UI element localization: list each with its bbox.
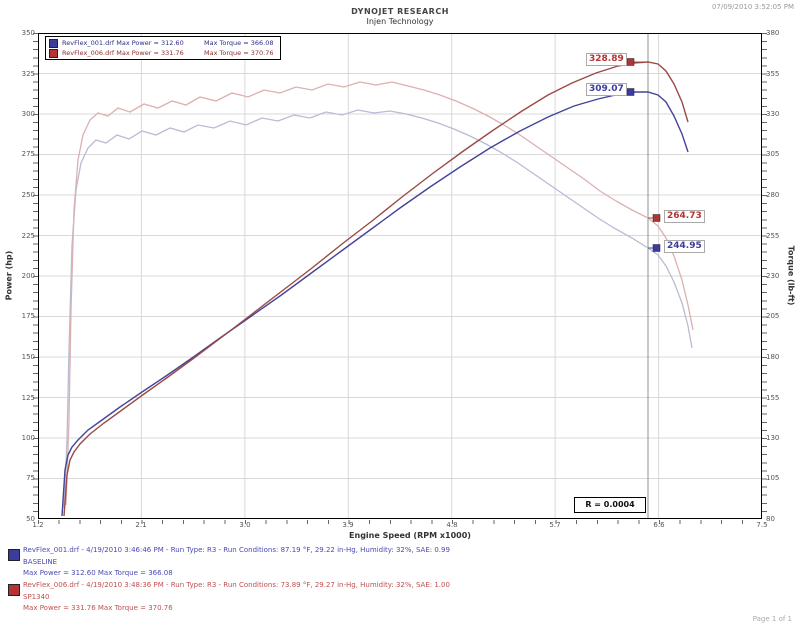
y-left-tick-label: 125: [21, 394, 35, 402]
callout-red-torque: 264.73: [664, 210, 705, 223]
right-axis-minor-ticks: [762, 33, 767, 519]
cursor-point-markers: [626, 58, 661, 252]
y-left-tick-label: 275: [21, 150, 35, 158]
marker-blue-torque-icon: [652, 244, 661, 252]
run1-info: RevFlex_001.drf - 4/19/2010 3:46:46 PM -…: [23, 545, 450, 580]
y-left-tick-label: 325: [21, 70, 35, 78]
plot-border: [38, 33, 762, 519]
legend-swatch-red-icon: [49, 48, 58, 58]
x-tick-label: 3.9: [342, 521, 354, 529]
legend-max-torque: Max Torque = 366.08: [204, 39, 274, 47]
x-tick-label: 2.1: [135, 521, 147, 529]
y-left-tick-label: 250: [21, 191, 35, 199]
timestamp: 07/09/2010 3:52:05 PM: [711, 3, 794, 11]
y-left-tick-label: 75: [26, 474, 35, 482]
y-right-tick-label: 80: [766, 515, 775, 523]
y-right-tick-label: 105: [766, 474, 780, 482]
run2-note: SP1340: [23, 592, 50, 601]
y-right-tick-label: 205: [766, 312, 780, 320]
marker-red-torque-icon: [652, 214, 661, 222]
y-right-tick-label: 130: [766, 434, 780, 442]
x-tick-label: 6.6: [653, 521, 665, 529]
run2-swatch-icon: [8, 584, 20, 596]
y-left-tick-label: 100: [21, 434, 35, 442]
page-footer: Page 1 of 1: [752, 615, 792, 623]
callout-blue-power: 309.07: [586, 83, 627, 96]
left-axis-minor-ticks: [33, 33, 38, 519]
legend-file-power: RevFlex_001.drf Max Power = 312.60: [62, 39, 184, 47]
y-left-axis-title: Power (hp): [4, 250, 14, 301]
torque-curve-intake: [65, 81, 694, 506]
y-right-tick-label: 280: [766, 191, 780, 199]
x-axis-title: Engine Speed (RPM x1000): [349, 531, 471, 540]
x-tick-label: 7.5: [756, 521, 768, 529]
run1-header: RevFlex_001.drf - 4/19/2010 3:46:46 PM -…: [23, 546, 450, 554]
y-right-tick-label: 155: [766, 394, 780, 402]
y-right-tick-label: 330: [766, 110, 780, 118]
power-curve-intake: [63, 61, 689, 517]
y-left-tick-label: 350: [21, 29, 35, 37]
marker-blue-power-icon: [626, 88, 635, 96]
y-left-tick-label: 225: [21, 232, 35, 240]
callout-red-power: 328.89: [586, 53, 627, 66]
run2-stats: Max Power = 331.76 Max Torque = 370.76: [23, 604, 173, 612]
page-title: DYNOJET RESEARCH: [351, 7, 449, 16]
run2-header: RevFlex_006.drf - 4/19/2010 3:48:36 PM -…: [23, 581, 450, 589]
x-tick-label: 4.8: [446, 521, 458, 529]
x-axis-minor-ticks: [38, 520, 762, 524]
run1-swatch-icon: [8, 549, 20, 561]
gridlines: [38, 33, 762, 519]
y-left-tick-label: 150: [21, 353, 35, 361]
run2-info: RevFlex_006.drf - 4/19/2010 3:48:36 PM -…: [23, 580, 450, 615]
run1-stats: Max Power = 312.60 Max Torque = 366.08: [23, 569, 173, 577]
y-right-tick-label: 180: [766, 353, 780, 361]
torque-curve-baseline: [63, 109, 693, 509]
y-left-tick-label: 50: [26, 515, 35, 523]
marker-red-power-icon: [626, 58, 635, 66]
y-left-tick-label: 200: [21, 272, 35, 280]
x-tick-label: 1.2: [32, 521, 44, 529]
legend-swatch-blue-icon: [49, 38, 58, 48]
y-right-tick-label: 355: [766, 70, 780, 78]
legend-file-power: RevFlex_006.drf Max Power = 331.76: [62, 49, 184, 57]
plot-area: [38, 33, 762, 519]
x-tick-label: 5.7: [549, 521, 561, 529]
legend-row-baseline: RevFlex_001.drf Max Power = 312.60 Max T…: [49, 38, 277, 48]
legend-row-intake: RevFlex_006.drf Max Power = 331.76 Max T…: [49, 48, 277, 58]
y-right-axis-title: Torque (lb-ft): [786, 245, 796, 306]
power-curve-baseline: [61, 91, 689, 517]
y-right-tick-label: 305: [766, 150, 780, 158]
legend-box: RevFlex_001.drf Max Power = 312.60 Max T…: [45, 36, 281, 60]
x-tick-label: 3.0: [239, 521, 251, 529]
y-left-tick-label: 175: [21, 312, 35, 320]
page-subtitle: Injen Technology: [366, 17, 434, 26]
y-left-tick-label: 300: [21, 110, 35, 118]
y-right-tick-label: 380: [766, 29, 780, 37]
callout-blue-torque: 244.95: [664, 240, 705, 253]
correlation-annotation: R = 0.0004: [574, 497, 646, 513]
y-right-tick-label: 255: [766, 232, 780, 240]
legend-max-torque: Max Torque = 370.76: [204, 49, 274, 57]
y-right-tick-label: 230: [766, 272, 780, 280]
run1-note: BASELINE: [23, 557, 58, 566]
